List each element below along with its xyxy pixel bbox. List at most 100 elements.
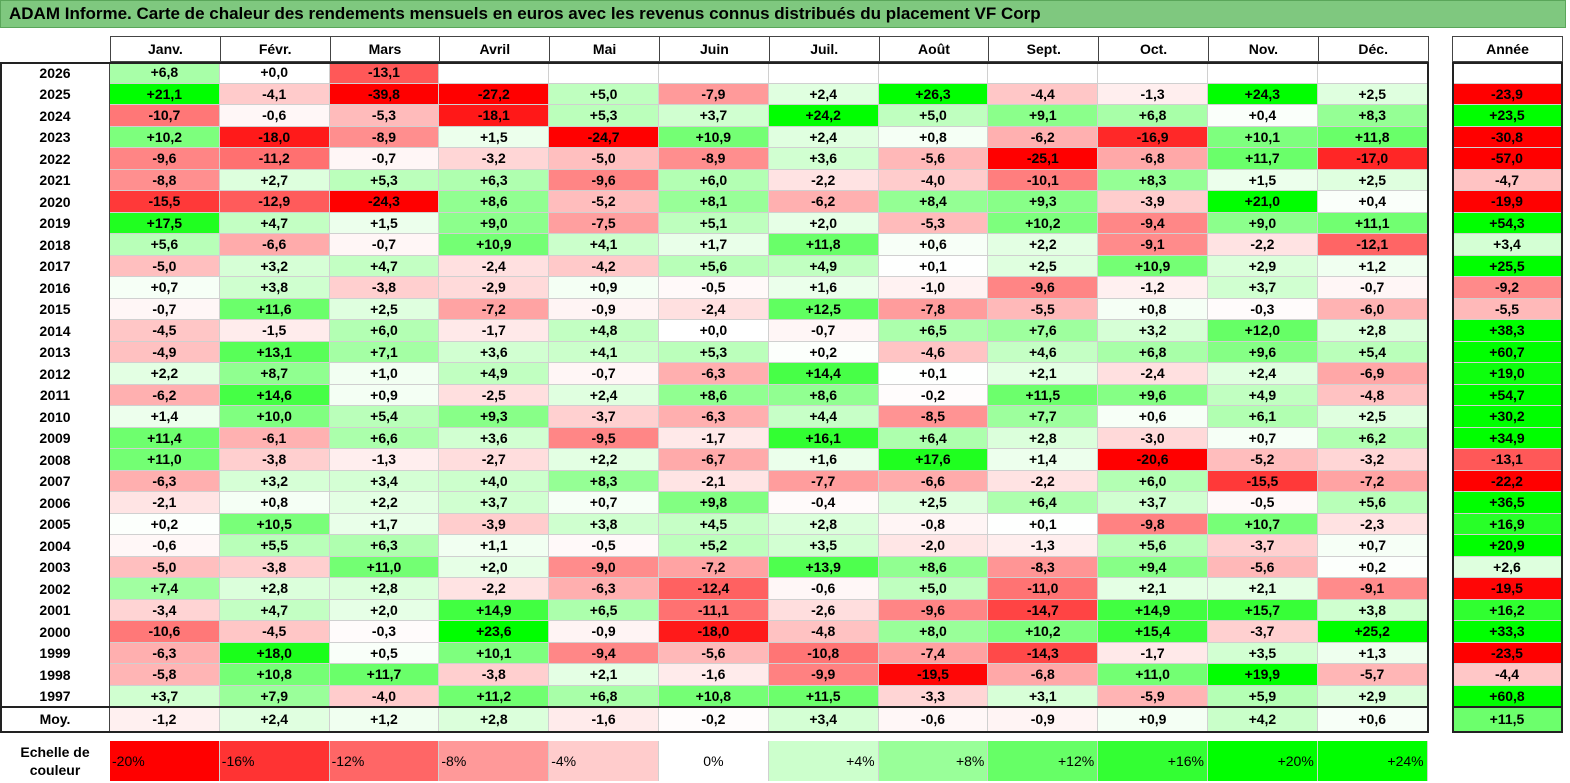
year-label: 2000 <box>0 621 110 643</box>
scale-swatch: -16% <box>219 741 330 781</box>
annual-cell <box>1452 62 1563 84</box>
heatmap-cell: -6,8 <box>988 664 1099 686</box>
heatmap-cell: +11,8 <box>1317 126 1428 148</box>
heatmap-cell: +8,1 <box>659 191 769 213</box>
heatmap-cell: +5,0 <box>878 578 989 600</box>
heatmap-cell: +2,2 <box>329 492 440 514</box>
year-label: 2023 <box>0 126 110 148</box>
heatmap-cell: +2,1 <box>1208 578 1318 600</box>
heatmap-cell: +3,2 <box>1098 320 1208 342</box>
heatmap-cell: -6,3 <box>110 642 220 664</box>
heatmap-cell: +2,7 <box>219 169 330 191</box>
year-label: 2025 <box>0 83 110 105</box>
heatmap-cell: +2,5 <box>878 492 989 514</box>
heatmap-cell: +3,6 <box>439 341 550 363</box>
heatmap-cell: +2,8 <box>988 427 1099 449</box>
heatmap-cell: +2,0 <box>439 556 550 578</box>
average-annual-cell: +11,5 <box>1452 706 1563 732</box>
month-header: Mars <box>329 36 441 62</box>
heatmap-cell: -3,8 <box>329 277 440 299</box>
heatmap-cell: +0,0 <box>219 62 330 84</box>
heatmap-cell: +1,5 <box>329 212 440 234</box>
heatmap-cell: +2,8 <box>329 578 440 600</box>
heatmap-cell: +5,4 <box>1317 341 1428 363</box>
heatmap-cell: +0,8 <box>219 492 330 514</box>
heatmap-cell <box>659 62 769 84</box>
heatmap-cell: -6,9 <box>1317 363 1428 385</box>
heatmap-cell: +0,6 <box>878 234 989 256</box>
heatmap-cell: -0,5 <box>549 535 659 557</box>
year-column-header: Année <box>1452 36 1563 62</box>
heatmap-cell: +19,9 <box>1208 664 1318 686</box>
heatmap-cell: -1,0 <box>878 277 989 299</box>
scale-swatch: +20% <box>1208 741 1318 781</box>
heatmap-cell: +3,6 <box>768 148 879 170</box>
heatmap-cell: +11,4 <box>110 427 220 449</box>
heatmap-cell: +7,4 <box>110 578 220 600</box>
heatmap-cell: -4,5 <box>110 320 220 342</box>
heatmap-cell: +11,0 <box>329 556 440 578</box>
heatmap-cell: -2,2 <box>768 169 879 191</box>
year-label: 2021 <box>0 169 110 191</box>
annual-cell: +3,4 <box>1452 234 1563 256</box>
heatmap-cell: +1,7 <box>659 234 769 256</box>
heatmap-cell: -2,2 <box>1208 234 1318 256</box>
heatmap-cell: +3,7 <box>1098 492 1208 514</box>
heatmap-cell: -8,9 <box>659 148 769 170</box>
heatmap-cell: +2,9 <box>1208 255 1318 277</box>
heatmap-cell: -4,4 <box>988 83 1099 105</box>
heatmap-cell: +10,9 <box>1098 255 1208 277</box>
heatmap-cell: +11,1 <box>1317 212 1428 234</box>
heatmap-cell <box>439 62 550 84</box>
heatmap-cell: +5,6 <box>110 234 220 256</box>
heatmap-cell: +3,2 <box>219 255 330 277</box>
heatmap-cell: +6,0 <box>1098 470 1208 492</box>
heatmap-cell: -0,5 <box>659 277 769 299</box>
annual-cell: +60,7 <box>1452 341 1563 363</box>
month-header: Août <box>878 36 990 62</box>
year-label: 2022 <box>0 148 110 170</box>
heatmap-cell: -24,7 <box>549 126 659 148</box>
heatmap-cell: +2,2 <box>110 363 220 385</box>
heatmap-cell: +3,7 <box>439 492 550 514</box>
month-header: Mai <box>549 36 660 62</box>
heatmap-cell: -19,5 <box>878 664 989 686</box>
average-divider <box>0 706 1429 708</box>
heatmap-cell: +10,2 <box>988 212 1099 234</box>
annual-cell: +2,6 <box>1452 556 1563 578</box>
heatmap-cell: -13,1 <box>329 62 440 84</box>
heatmap-cell: +0,4 <box>1317 191 1428 213</box>
heatmap-cell: -9,6 <box>988 277 1099 299</box>
heatmap-cell: -0,7 <box>110 298 220 320</box>
heatmap-cell: -0,9 <box>549 298 659 320</box>
heatmap-cell: +0,8 <box>1098 298 1208 320</box>
heatmap-cell: -5,2 <box>549 191 659 213</box>
heatmap-cell: -1,3 <box>988 535 1099 557</box>
heatmap-cell: -10,7 <box>110 105 220 127</box>
heatmap-cell: +0,8 <box>878 126 989 148</box>
heatmap-cell: +2,4 <box>549 384 659 406</box>
month-header: Févr. <box>219 36 331 62</box>
year-label: 2003 <box>0 556 110 578</box>
heatmap-cell: +2,5 <box>329 298 440 320</box>
heatmap-cell: +1,5 <box>1208 169 1318 191</box>
heatmap-cell: +4,6 <box>988 341 1099 363</box>
annual-cell: +54,7 <box>1452 384 1563 406</box>
heatmap-cell: +3,7 <box>110 685 220 707</box>
heatmap-cell: -8,3 <box>988 556 1099 578</box>
heatmap-cell: +0,2 <box>768 341 879 363</box>
heatmap-cell: +0,1 <box>878 255 989 277</box>
heatmap-cell: -9,1 <box>1317 578 1428 600</box>
heatmap-cell: -18,0 <box>219 126 330 148</box>
heatmap-cell: -25,1 <box>988 148 1099 170</box>
year-label: 1997 <box>0 685 110 707</box>
heatmap-cell: +6,3 <box>439 169 550 191</box>
scale-swatch: +8% <box>878 741 989 781</box>
heatmap-cell: -5,6 <box>878 148 989 170</box>
heatmap-cell: -7,9 <box>659 83 769 105</box>
heatmap-cell: -3,2 <box>439 148 550 170</box>
heatmap-cell: +2,8 <box>219 578 330 600</box>
heatmap-cell: -6,3 <box>659 363 769 385</box>
heatmap-cell: +10,2 <box>110 126 220 148</box>
year-label: 2011 <box>0 384 110 406</box>
